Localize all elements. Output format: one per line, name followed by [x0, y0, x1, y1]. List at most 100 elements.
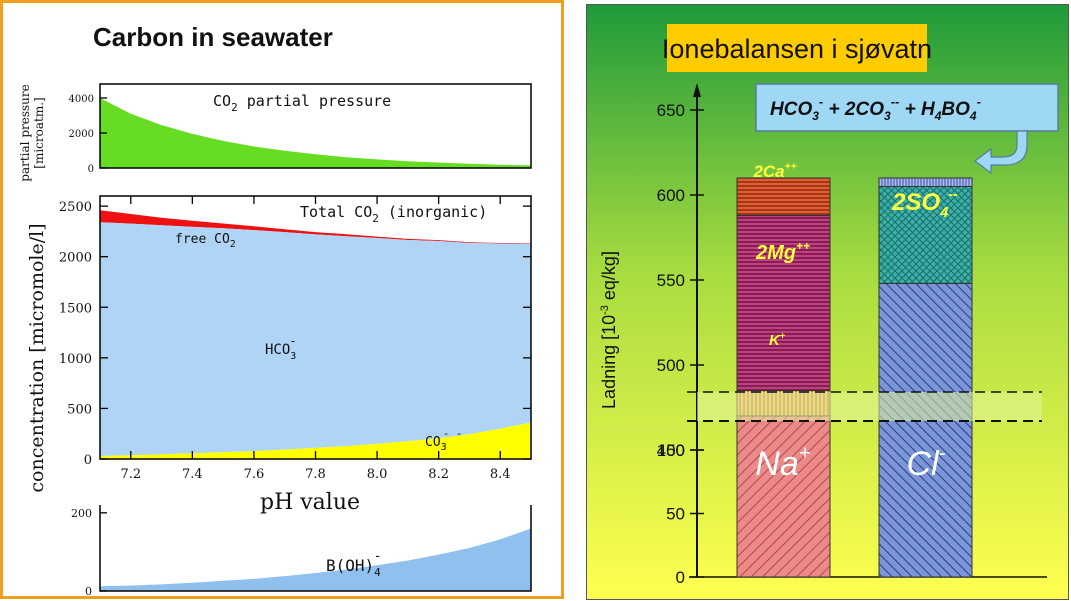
bar-label-sup-0-1: +	[780, 330, 786, 340]
formula-sub4a: 4	[934, 109, 942, 123]
bar-label-text-1-1: 2SO	[891, 189, 940, 216]
annotation-hco3: HCO3 -	[265, 334, 297, 362]
bar-label-anions-0: Cl-	[907, 443, 946, 483]
bar-segment-anions-1	[878, 186, 973, 284]
top-ytick-label-1: 2000	[69, 129, 94, 140]
xtick-label-2: 7.6	[244, 467, 265, 482]
bar-label-sup-0-3: ++	[785, 161, 797, 172]
area-hco3	[100, 222, 531, 456]
top-y-ticks: 0 2000 4000	[69, 94, 107, 175]
mid-ytick-label-0: 0	[84, 453, 92, 468]
bar-segment-cations-0	[736, 415, 831, 578]
right-chart-title: Ionebalansen i sjøvatn	[662, 34, 932, 64]
bar-label-sup-0-2: ++	[796, 239, 810, 253]
area-boh4	[100, 528, 531, 591]
carbon-seawater-panel: Carbon in seawater 0 2000 4000 CO2 partial…	[0, 0, 564, 599]
total-co2-title-b: (inorganic)	[379, 203, 487, 221]
bar-segment-anions-0	[878, 282, 973, 578]
middle-chart-title: Total CO2 (inorganic)	[300, 203, 487, 225]
left-chart-title: Carbon in seawater	[93, 22, 333, 52]
bar-label-text-0-0: Na	[755, 445, 798, 483]
top-ytick-label-2: 4000	[69, 94, 94, 105]
formula-hco: HCO	[770, 99, 812, 120]
right-ylabel-main: Ladning [10	[599, 315, 619, 409]
area-co2-partial-pressure	[100, 98, 531, 168]
ion-balance-panel: Ionebalansen i sjøvatn HCO3- + 2CO3-- + …	[586, 4, 1069, 600]
bar-label-text-0-1: K	[769, 332, 781, 349]
ion-bars	[736, 177, 973, 578]
bot-ytick-label-0: 0	[85, 585, 92, 596]
bar-label-text-0-3: 2Ca	[752, 162, 784, 181]
co2-partial-pressure-subplot: 0 2000 4000 CO2 partial pressure partial p…	[18, 83, 532, 182]
bar-label-anions-1: 2SO4--	[891, 187, 958, 221]
annotation-co3-text: CO	[425, 435, 441, 450]
title-box	[667, 24, 927, 72]
right-ytick-label-4: 450	[657, 441, 685, 460]
xtick-label-1: 7.4	[182, 467, 203, 482]
annotation-co3: CO3 - -	[425, 427, 463, 453]
annotation-hco3-text: HCO	[265, 342, 290, 358]
mid-ytick-label-3: 1500	[59, 301, 92, 316]
bar-label-sub-1-1: 4	[939, 205, 948, 221]
total-co2-subplot: 0 500 1000 1500 2000 2500 7.2 7.4 7.6 7.8 8.0 8.2 8…	[26, 195, 532, 515]
bar-label-cations-3: 2Ca++	[752, 161, 796, 181]
bar-segment-cations-3	[736, 177, 831, 216]
ion-bar-labels: Na+K+2Mg++2Ca++Cl-2SO4--	[752, 161, 958, 483]
bar-label-sup-0-0: +	[799, 443, 811, 465]
right-y-axis-label: Ladning [10-3 eq/kg]	[599, 251, 619, 409]
bar-label-cations-2: 2Mg++	[755, 239, 810, 264]
formula-sub4b: 4	[969, 109, 977, 123]
bar-segment-cations-2	[736, 214, 831, 391]
axis-break-band	[697, 392, 1042, 421]
annotation-hco3-sup: -	[289, 334, 296, 348]
annotation-pco2-sub: 2	[231, 101, 238, 114]
formula-sub3a: 3	[812, 109, 819, 123]
annotation-co3-sup: - -	[443, 427, 463, 440]
xtick-label-0: 7.2	[120, 467, 141, 482]
bar-label-sup-1-1: --	[948, 187, 958, 203]
bar-label-cations-1: K+	[769, 330, 786, 349]
bar-label-text-0-2: 2Mg	[755, 242, 796, 264]
annotation-free-co2: free CO2	[175, 232, 236, 250]
ion-balance-chart: Ionebalansen i sjøvatn HCO3- + 2CO3-- + …	[587, 5, 1068, 599]
annotation-pco2-rest: partial pressure	[238, 92, 392, 110]
annotation-free-co2-sub: 2	[230, 239, 236, 250]
right-ytick-label-5: 100	[657, 441, 685, 460]
mid-ytick-label-5: 2500	[59, 200, 92, 215]
formula-box	[755, 83, 1059, 132]
annotation-co3-sub: 3	[441, 442, 447, 453]
annotation-boh4-text: B(OH)	[326, 556, 374, 575]
annotation-pco2-text: CO	[213, 92, 231, 110]
total-co2-title-sub: 2	[372, 212, 379, 225]
right-ytick-label-2: 550	[657, 271, 685, 290]
annotation-co2-partial-pressure: CO2 partial pressure	[213, 92, 391, 114]
annotation-boh4-sub: 4	[374, 566, 381, 579]
annotation-boh4: B(OH)4 -	[326, 549, 382, 579]
xtick-label-4: 8.0	[367, 467, 388, 482]
y-axis-arrow-icon	[693, 83, 701, 97]
formula-sup-dminus: --	[891, 94, 900, 109]
top-ytick-label-0: 0	[88, 164, 94, 175]
area-co3	[100, 422, 531, 459]
annotation-hco3-sub: 3	[290, 351, 296, 362]
right-ytick-label-1: 600	[657, 186, 685, 205]
mid-ytick-label-2: 1000	[59, 352, 92, 367]
annotation-free-co2-text: free CO	[175, 232, 230, 247]
bar-segment-anions-2	[878, 177, 973, 187]
bot-ytick-label-1: 200	[71, 507, 92, 520]
y-axis-label: concentration [micromole/l]	[26, 223, 48, 492]
top-ylabel-line2: [microatm.]	[32, 97, 46, 168]
bar-label-text-1-0: Cl	[907, 445, 941, 483]
formula-sup-minus: -	[819, 94, 823, 109]
mid-ytick-label-1: 500	[67, 402, 92, 417]
mid-ytick-label-4: 2000	[59, 251, 92, 266]
total-co2-title-a: Total CO	[300, 203, 372, 221]
formula-sub3b: 3	[884, 109, 891, 123]
right-ytick-label-6: 50	[666, 505, 685, 524]
right-ylabel-tail: eq/kg]	[599, 251, 619, 305]
right-ytick-label-0: 650	[657, 101, 685, 120]
formula-sup-minus2: -	[977, 94, 981, 109]
xtick-label-3: 7.8	[305, 467, 326, 482]
